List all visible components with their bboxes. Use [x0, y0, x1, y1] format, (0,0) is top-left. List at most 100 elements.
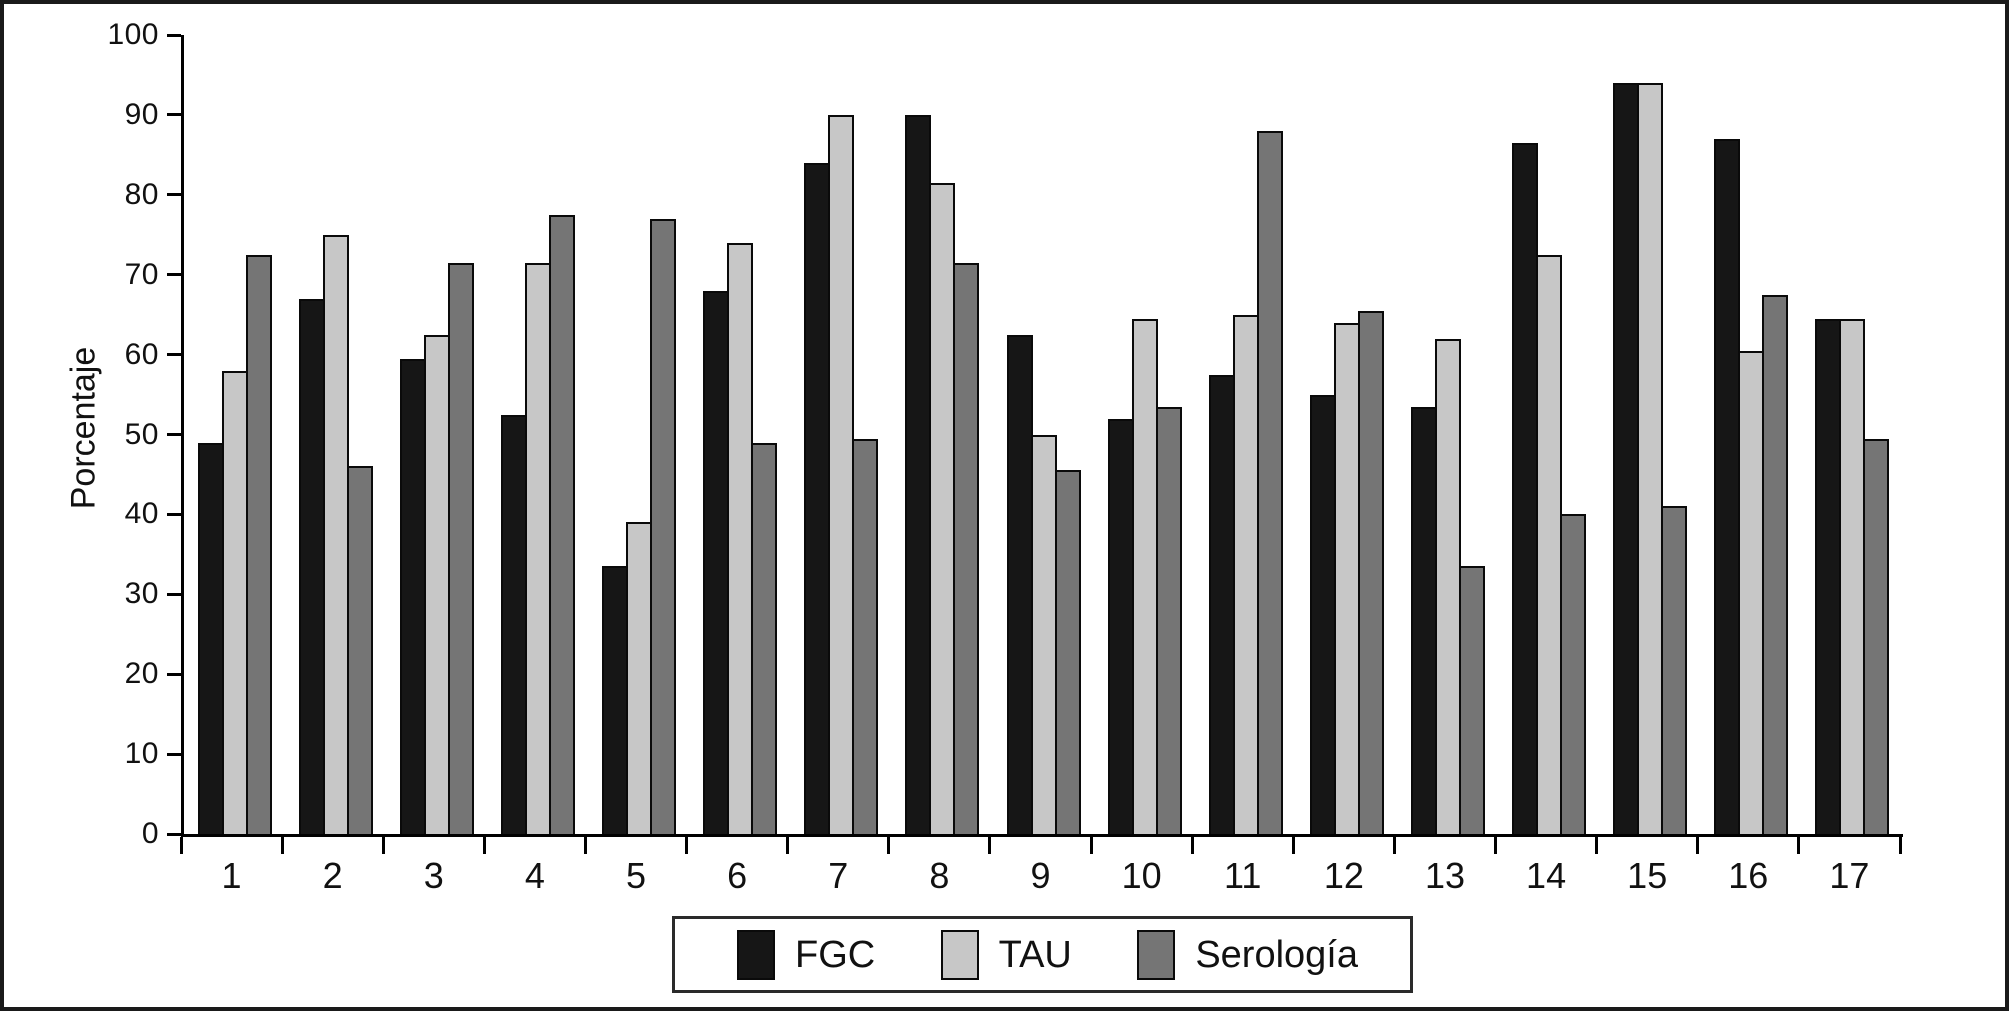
bar-serología-4 [548, 214, 575, 834]
x-tick-label: 9 [1030, 855, 1051, 896]
x-tick-label: 15 [1627, 855, 1668, 896]
y-tick-label: 100 [107, 18, 159, 51]
bar-fgc-5 [602, 566, 629, 834]
y-tick-label: 40 [124, 497, 159, 531]
bar-tau-17 [1839, 318, 1866, 834]
bar-tau-3 [423, 334, 450, 834]
bar-fgc-14 [1512, 142, 1539, 834]
bar-serología-5 [650, 218, 677, 834]
bar-tau-12 [1333, 322, 1360, 834]
legend-swatch-fgc [737, 929, 775, 980]
bar-fgc-2 [298, 298, 325, 834]
bar-tau-11 [1232, 314, 1259, 834]
y-tick [167, 33, 181, 37]
legend-label-fgc: FGC [795, 933, 876, 976]
x-tick [583, 837, 587, 854]
x-tick-label: 8 [929, 855, 950, 896]
bar-tau-16 [1738, 350, 1765, 834]
bar-tau-13 [1434, 338, 1461, 834]
bar-serología-10 [1155, 406, 1182, 834]
y-tick [167, 592, 181, 596]
legend-item-tau: TAU [940, 929, 1072, 980]
bar-fgc-12 [1309, 394, 1336, 834]
bar-fgc-3 [399, 358, 426, 834]
bar-serología-6 [751, 442, 778, 834]
y-tick-label: 30 [124, 577, 159, 611]
y-tick [167, 193, 181, 197]
legend-swatch-tau [940, 929, 979, 980]
bar-fgc-15 [1613, 82, 1640, 834]
x-tick-label: 4 [524, 855, 545, 896]
x-tick [381, 837, 385, 854]
bar-fgc-1 [197, 442, 224, 834]
x-tick-label: 17 [1829, 855, 1870, 896]
x-tick [1696, 837, 1700, 854]
bar-fgc-17 [1815, 318, 1842, 834]
bar-tau-10 [1131, 318, 1158, 834]
x-tick [887, 837, 891, 854]
bar-serología-3 [447, 262, 474, 834]
x-tick-label: 10 [1121, 855, 1162, 896]
x-tick-label: 3 [423, 855, 444, 896]
x-tick-label: 11 [1224, 855, 1262, 896]
y-tick-label: 90 [124, 97, 159, 131]
legend-swatch-serologia [1137, 929, 1176, 980]
x-tick-label: 2 [322, 855, 343, 896]
y-tick-label: 0 [141, 817, 159, 850]
x-tick-label: 6 [727, 855, 748, 896]
x-tick [786, 837, 790, 854]
y-tick [167, 273, 181, 277]
x-tick [1898, 837, 1902, 854]
bar-tau-8 [929, 182, 956, 834]
bar-tau-4 [524, 262, 551, 834]
bar-serología-8 [953, 262, 980, 834]
legend-item-fgc: FGC [737, 929, 876, 980]
bar-serología-17 [1863, 438, 1890, 834]
x-tick-label: 1 [221, 855, 242, 896]
x-tick-label: 5 [626, 855, 647, 896]
bar-fgc-13 [1410, 406, 1437, 834]
bar-serología-14 [1560, 514, 1587, 834]
bar-tau-7 [828, 114, 855, 834]
y-tick-label: 20 [124, 657, 159, 691]
bar-serología-2 [346, 466, 373, 834]
x-tick-label: 14 [1526, 855, 1567, 896]
y-tick [167, 672, 181, 676]
bar-tau-5 [626, 522, 653, 834]
y-tick [167, 512, 181, 516]
bar-fgc-9 [1006, 334, 1033, 834]
bar-tau-15 [1637, 82, 1664, 834]
y-tick-label: 80 [124, 177, 159, 211]
bar-tau-14 [1536, 254, 1563, 834]
legend: FGC TAU Serología [672, 916, 1413, 993]
legend-label-tau: TAU [998, 933, 1072, 976]
legend-label-serologia: Serología [1195, 933, 1358, 976]
bar-serología-1 [245, 254, 272, 834]
x-tick [685, 837, 689, 854]
y-tick [167, 832, 181, 836]
y-tick-label: 60 [124, 337, 159, 371]
y-tick-label: 50 [124, 417, 159, 451]
y-tick [167, 752, 181, 756]
bar-fgc-7 [804, 162, 831, 834]
bar-serología-16 [1762, 294, 1789, 834]
bar-serología-7 [852, 438, 879, 834]
bar-serología-13 [1458, 566, 1485, 834]
bar-tau-2 [322, 234, 349, 834]
y-tick [167, 353, 181, 357]
bar-fgc-16 [1714, 138, 1741, 834]
bar-fgc-10 [1107, 418, 1134, 834]
bar-serología-12 [1357, 310, 1384, 834]
x-tick-label: 12 [1323, 855, 1364, 896]
legend-item-serologia: Serología [1137, 929, 1358, 980]
x-tick [280, 837, 284, 854]
bar-tau-6 [727, 242, 754, 834]
x-tick [1494, 837, 1498, 854]
x-tick-label: 7 [828, 855, 849, 896]
x-tick [1595, 837, 1599, 854]
x-tick [482, 837, 486, 854]
bar-fgc-11 [1208, 374, 1235, 834]
bar-fgc-4 [500, 414, 527, 834]
y-tick [167, 113, 181, 117]
